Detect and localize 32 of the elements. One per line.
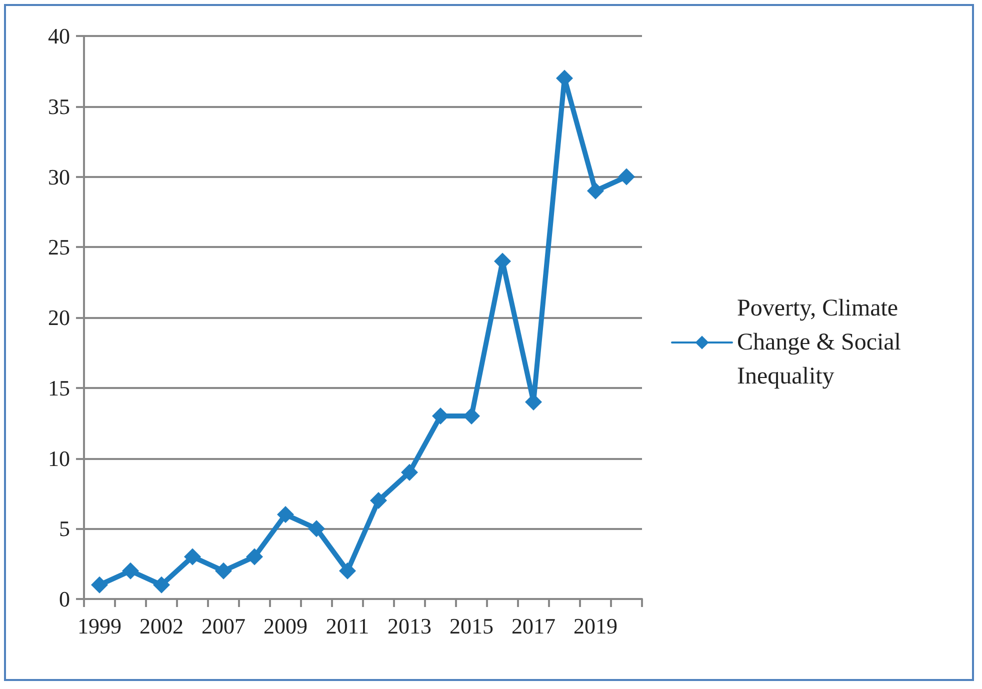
x-tick-label: 2002 <box>140 614 184 638</box>
y-tick-label: 10 <box>48 446 70 471</box>
y-tick-label: 25 <box>48 234 70 260</box>
point <box>618 168 635 186</box>
y-tick-label: 5 <box>59 516 70 542</box>
x-tick-label: 2019 <box>574 614 618 638</box>
y-tick-label: 20 <box>48 305 70 330</box>
point <box>308 520 325 538</box>
x-tick-label: 2017 <box>512 614 556 638</box>
x-tick-label: 2007 <box>202 614 246 638</box>
point <box>370 492 387 509</box>
y-tick-label: 30 <box>48 164 70 190</box>
y-tick-label: 40 <box>48 24 70 48</box>
y-tick-label: 15 <box>48 375 70 400</box>
x-tick-label: 2015 <box>450 614 494 638</box>
point <box>246 548 263 566</box>
point <box>153 576 170 594</box>
point <box>401 464 418 481</box>
y-tick-label: 35 <box>48 94 70 119</box>
x-tick-label: 2009 <box>264 614 308 638</box>
x-tick-label: 2013 <box>388 614 432 638</box>
x-tick-label: 1999 <box>78 614 122 638</box>
point <box>215 562 232 580</box>
point <box>91 576 108 594</box>
y-tick-label: 0 <box>59 586 70 612</box>
legend-label: Poverty, Climate Change & Social Inequality <box>737 296 907 390</box>
point <box>122 562 139 580</box>
point <box>587 182 604 200</box>
point <box>339 562 356 580</box>
point <box>184 548 201 566</box>
point <box>277 506 294 524</box>
x-tick-label: 2011 <box>326 614 370 638</box>
